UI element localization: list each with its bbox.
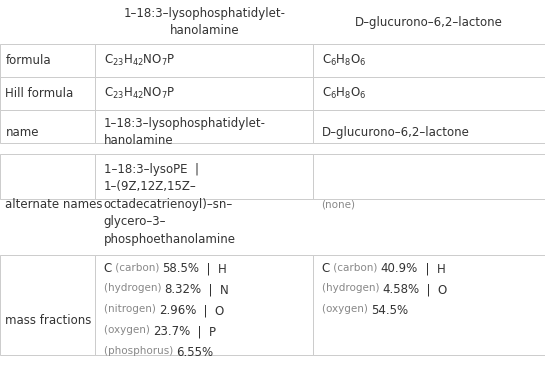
Text: D–glucurono–6,2–lactone: D–glucurono–6,2–lactone	[322, 126, 469, 139]
Text: 58.5%: 58.5%	[162, 262, 199, 276]
Text: (carbon): (carbon)	[112, 262, 162, 273]
Text: 1–18:3–lysophosphatidylet-
hanolamine: 1–18:3–lysophosphatidylet- hanolamine	[123, 7, 286, 37]
Bar	[95, 154, 313, 199]
Text: $\mathregular{C_6H_8O_6}$: $\mathregular{C_6H_8O_6}$	[322, 86, 366, 101]
Text: 6.55%: 6.55%	[176, 346, 213, 359]
Text: |  O: | O	[196, 304, 225, 317]
Bar	[313, 77, 545, 110]
Bar	[0, 110, 95, 143]
Text: name: name	[5, 126, 39, 139]
Text: (carbon): (carbon)	[330, 262, 380, 273]
Bar	[95, 255, 313, 355]
Text: 4.58%: 4.58%	[382, 283, 420, 296]
Text: $\mathregular{C_{23}H_{42}NO_7P}$: $\mathregular{C_{23}H_{42}NO_7P}$	[104, 53, 175, 68]
Text: C: C	[322, 262, 330, 276]
Text: $\mathregular{C_6H_8O_6}$: $\mathregular{C_6H_8O_6}$	[322, 53, 366, 68]
Text: |  P: | P	[190, 325, 216, 338]
Text: |  O: | O	[420, 283, 447, 296]
Bar	[313, 255, 545, 355]
Text: $\mathregular{C_{23}H_{42}NO_7P}$: $\mathregular{C_{23}H_{42}NO_7P}$	[104, 86, 175, 101]
Text: 1–18:3–lysophosphatidylet-
hanolamine: 1–18:3–lysophosphatidylet- hanolamine	[104, 117, 265, 147]
Bar	[0, 154, 95, 199]
Bar	[95, 44, 313, 89]
Bar	[0, 44, 95, 89]
Text: |  N: | N	[202, 283, 229, 296]
Bar	[95, 77, 313, 110]
Text: 1–18:3–lysoPE  |
1–(9Z,12Z,15Z–
octadecatrienoyl)–sn–
glycero–3–
phosphoethanola: 1–18:3–lysoPE | 1–(9Z,12Z,15Z– octadecat…	[104, 163, 235, 246]
Text: mass fractions: mass fractions	[5, 314, 92, 327]
Text: (phosphorus): (phosphorus)	[104, 346, 176, 356]
Text: Hill formula: Hill formula	[5, 87, 74, 100]
Text: (oxygen): (oxygen)	[322, 304, 371, 314]
Text: (hydrogen): (hydrogen)	[104, 283, 164, 293]
Text: |  H: | H	[199, 262, 227, 276]
Text: formula: formula	[5, 54, 51, 67]
Text: C: C	[104, 262, 112, 276]
Text: |  H: | H	[417, 262, 445, 276]
Bar	[95, 110, 313, 143]
Text: 23.7%: 23.7%	[153, 325, 190, 338]
Bar	[313, 110, 545, 143]
Text: D–glucurono–6,2–lactone: D–glucurono–6,2–lactone	[355, 16, 503, 29]
Bar	[0, 77, 95, 110]
Text: 40.9%: 40.9%	[380, 262, 417, 276]
Text: (nitrogen): (nitrogen)	[104, 304, 159, 314]
Text: (none): (none)	[322, 200, 355, 210]
Text: 8.32%: 8.32%	[164, 283, 202, 296]
Text: alternate names: alternate names	[5, 198, 103, 211]
Text: (oxygen): (oxygen)	[104, 325, 153, 335]
Text: 54.5%: 54.5%	[371, 304, 408, 317]
Bar	[0, 255, 95, 355]
Bar	[313, 44, 545, 89]
Text: 2.96%: 2.96%	[159, 304, 196, 317]
Text: (hydrogen): (hydrogen)	[322, 283, 382, 293]
Bar	[313, 154, 545, 199]
